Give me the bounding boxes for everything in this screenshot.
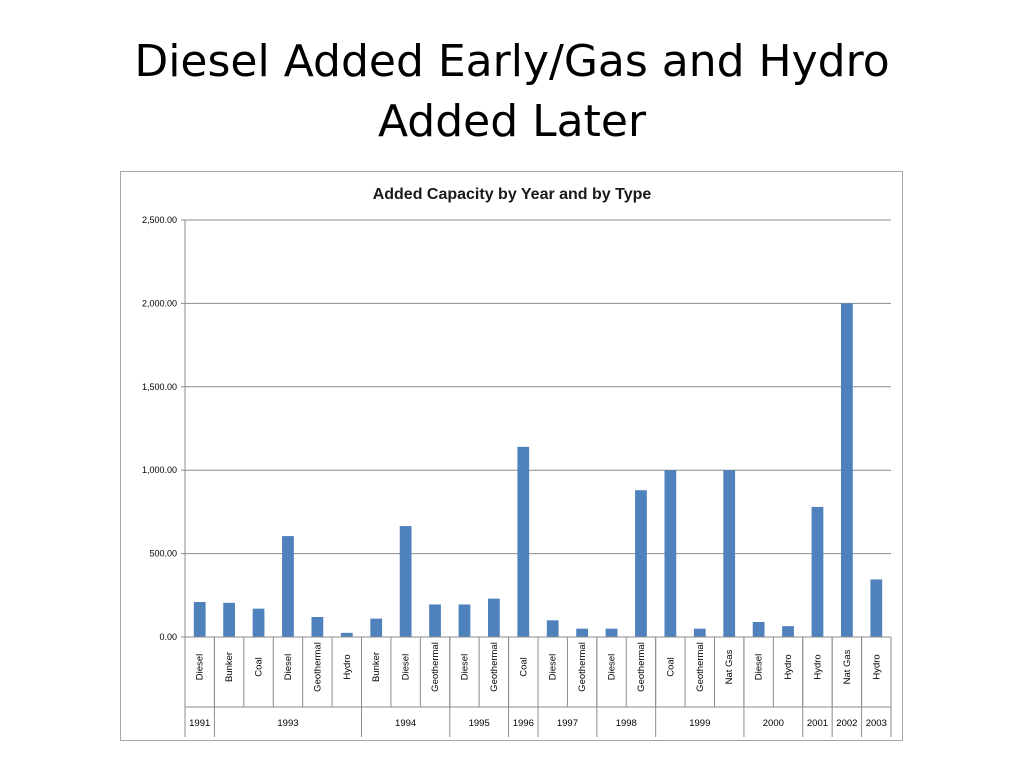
year-label: 2002 [836, 718, 857, 729]
category-label: Coal [518, 657, 529, 677]
year-label: 1996 [513, 718, 534, 729]
category-label: Geothermal [695, 642, 706, 692]
bar [223, 602, 236, 637]
year-label: 1997 [557, 718, 578, 729]
bar [811, 506, 824, 637]
bar [282, 536, 294, 637]
category-label: Coal [665, 657, 676, 677]
bar [252, 608, 265, 637]
bars [193, 303, 883, 637]
bar [693, 628, 706, 637]
bar [487, 598, 500, 637]
category-label: Diesel [459, 654, 470, 680]
chart-title: Added Capacity by Year and by Type [373, 186, 652, 203]
bar-chart: Added Capacity by Year and by Type 0.00 5… [142, 186, 892, 737]
year-label: 1999 [689, 718, 710, 729]
bar [517, 446, 530, 637]
bar [340, 632, 353, 637]
slide-title-line-2: Added Later [377, 96, 647, 147]
y-tick-label: 2,500.00 [142, 215, 177, 225]
bar [311, 616, 324, 637]
slide-title: Diesel Added Early/Gas and Hydro Added L… [0, 32, 1024, 152]
year-label: 1998 [616, 718, 637, 729]
year-label: 1991 [189, 718, 210, 729]
y-tick-label: 2,000.00 [142, 298, 177, 308]
chart-frame: Added Capacity by Year and by Type 0.00 5… [120, 171, 903, 741]
bar [399, 526, 412, 637]
category-label: Coal [254, 657, 265, 677]
category-label: Bunker [224, 652, 235, 682]
category-label: Hydro [783, 654, 794, 679]
y-tick-label: 500.00 [149, 549, 177, 559]
category-label: Diesel [754, 654, 765, 680]
bar [782, 626, 794, 637]
category-label: Hydro [812, 654, 823, 679]
category-label: Nat Gas [842, 649, 853, 684]
category-label: Diesel [195, 654, 206, 680]
year-label: 1994 [395, 718, 416, 729]
year-label: 1995 [469, 718, 490, 729]
category-label: Geothermal [430, 642, 441, 692]
year-label: 1993 [277, 718, 298, 729]
category-label: Geothermal [636, 642, 647, 692]
category-label: Geothermal [312, 642, 323, 692]
bar [635, 490, 647, 637]
year-label: 2001 [807, 718, 828, 729]
category-label: Bunker [371, 652, 382, 682]
category-label: Diesel [548, 654, 559, 680]
category-label: Hydro [871, 654, 882, 679]
category-label: Diesel [283, 654, 294, 680]
category-label: Nat Gas [724, 649, 735, 684]
year-label: 2000 [763, 718, 784, 729]
bar [840, 303, 853, 637]
bar [370, 618, 383, 637]
bar [752, 621, 765, 637]
gridlines [185, 219, 891, 555]
bar [546, 620, 559, 637]
bar [429, 604, 441, 637]
bar [870, 579, 883, 637]
category-label: Diesel [401, 654, 412, 680]
y-tick-label: 1,500.00 [142, 382, 177, 392]
slide-title-line-1: Diesel Added Early/Gas and Hydro [134, 36, 890, 87]
y-axis-ticks: 0.00 500.00 1,000.00 1,500.00 2,000.00 2,500.… [142, 215, 185, 642]
y-tick-label: 1,000.00 [142, 465, 177, 475]
bar [458, 604, 471, 637]
category-label: Geothermal [489, 642, 500, 692]
year-label: 2003 [866, 718, 887, 729]
category-label: Hydro [342, 654, 353, 679]
bar [664, 470, 677, 637]
bar [723, 470, 736, 637]
category-label: Diesel [607, 654, 618, 680]
y-tick-label: 0.00 [159, 632, 177, 642]
bar [576, 628, 589, 637]
bar [605, 628, 618, 637]
bar [193, 601, 206, 637]
category-label: Geothermal [577, 642, 588, 692]
year-labels: 1991 1993 1994 1995 1996 1997 1998 1999 2000 2001… [184, 637, 892, 737]
